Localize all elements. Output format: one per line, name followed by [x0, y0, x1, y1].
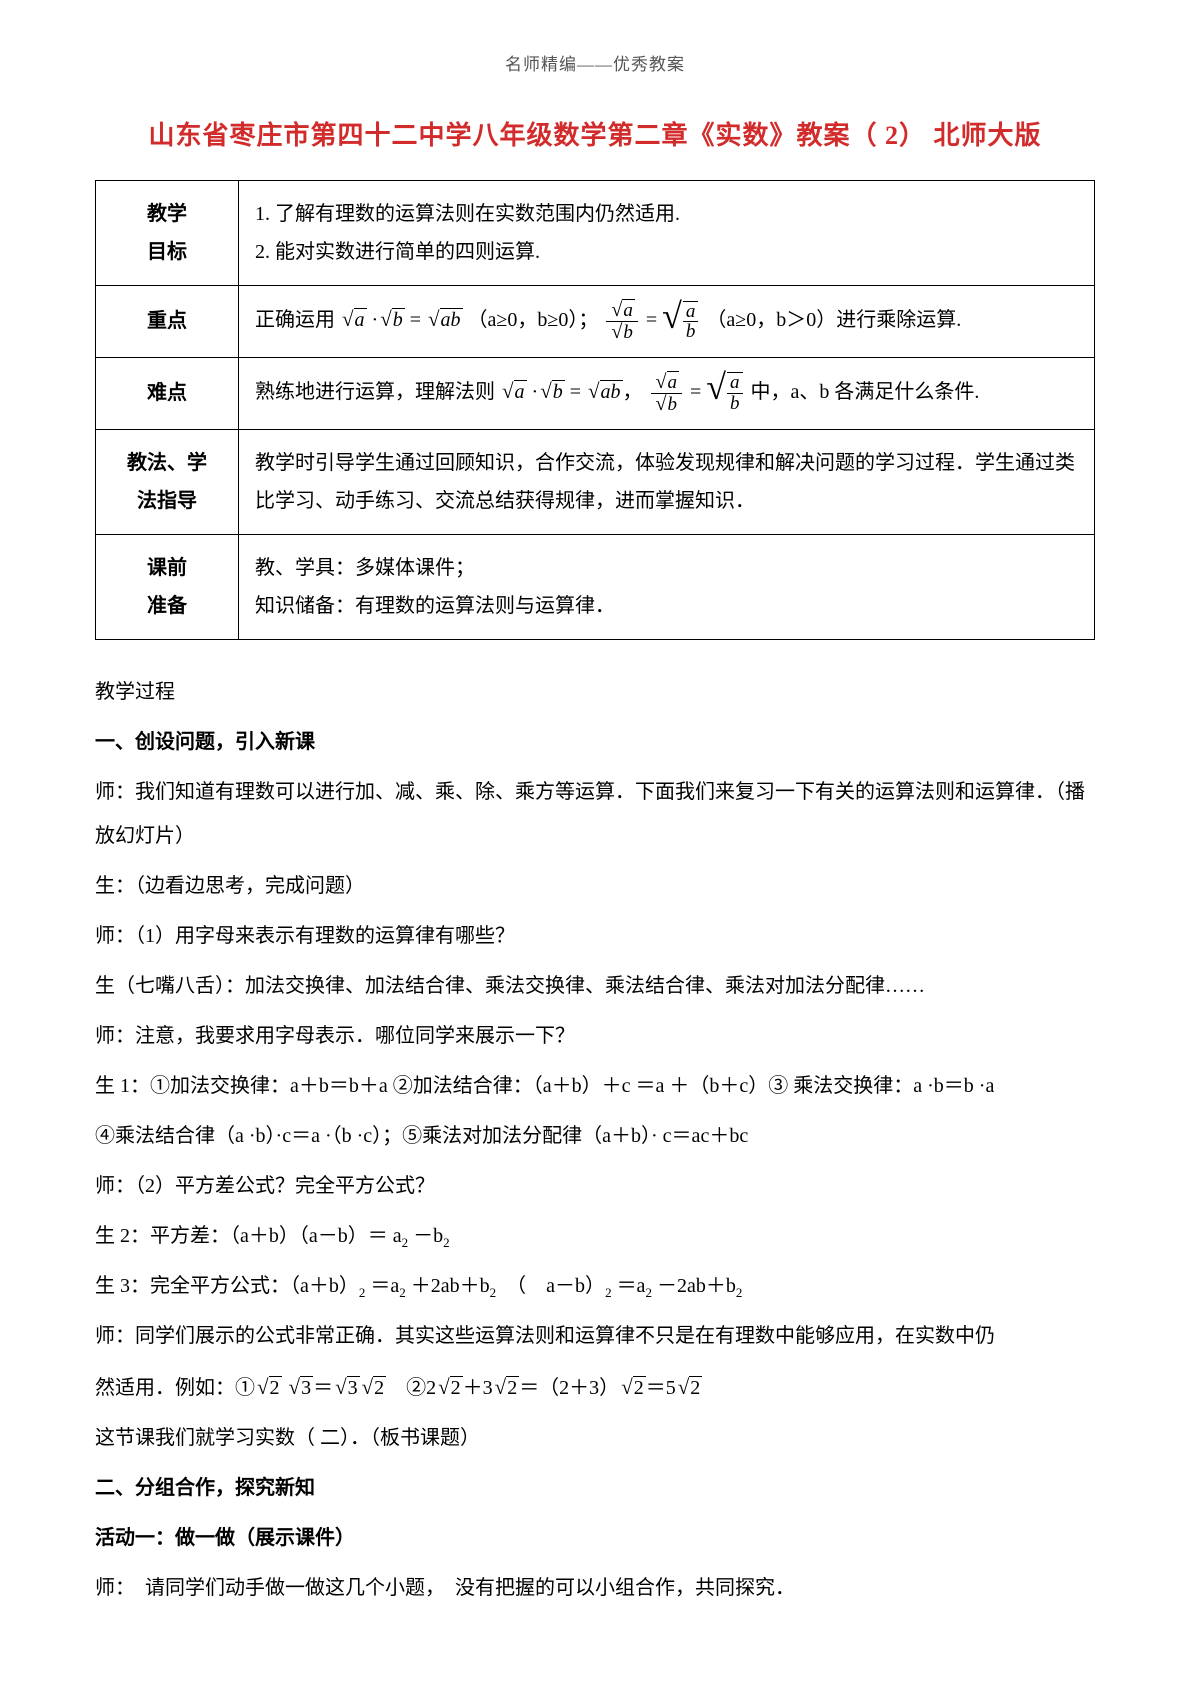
table-row: 课前准备 教、学具：多媒体课件； 知识储备：有理数的运算法则与运算律． [96, 534, 1095, 639]
p12b: ＝ [313, 1377, 333, 1399]
sqrt2-e: 2 [619, 1364, 646, 1410]
key-mid1: （a≥0，b≥0）； [468, 309, 599, 331]
p10c: ＋2ab＋b [406, 1275, 490, 1297]
s1-p2: 生：（边看边思考，完成问题） [95, 864, 1095, 908]
page: 名师精编——优秀教案 山东省枣庄市第四十二中学八年级数学第二章《实数》教案（ 2… [0, 0, 1190, 1684]
cell-label-prep: 课前准备 [96, 534, 239, 639]
p9a: 生 2：平方差：（a＋b）（a－b）＝ a [95, 1225, 402, 1247]
prep-l1: 教、学具：多媒体课件； [255, 557, 475, 579]
s1-p3: 师：（1）用字母来表示有理数的运算律有哪些？ [95, 914, 1095, 958]
cell-goal: 1. 了解有理数的运算法则在实数范围内仍然适用. 2. 能对实数进行简单的四则运… [239, 181, 1095, 286]
s2f: 2 [736, 1285, 743, 1300]
sqrt2-c: 2 [436, 1364, 463, 1410]
cell-label-method: 教法、学法指导 [96, 429, 239, 534]
cell-method: 教学时引导学生通过回顾知识，合作交流，体验发现规律和解决问题的学习过程．学生通过… [239, 429, 1095, 534]
p12c: ②2 [386, 1377, 436, 1399]
sqrt-a: a [340, 300, 367, 340]
cell-label-goal: 教学目标 [96, 181, 239, 286]
key-pre: 正确运用 [255, 309, 340, 331]
s1-p7: ④乘法结合律（a ·b）·c＝a ·（b ·c）；⑤乘法对加法分配律（a＋b）·… [95, 1114, 1095, 1158]
goal-line1: 1. 了解有理数的运算法则在实数范围内仍然适用. [255, 203, 680, 225]
sqrt2-b: 2 [360, 1364, 387, 1410]
p10f: －2ab＋b [652, 1275, 736, 1297]
cell-diff: 熟练地进行运算，理解法则 a ·b = ab， ab = √ab 中，a、b 各… [239, 357, 1095, 429]
p12d: ＋3 [463, 1377, 493, 1399]
s1-p10: 生 3：完全平方公式：（a＋b）2 ＝a2 ＋2ab＋b2 （ a－b）2 ＝a… [95, 1264, 1095, 1308]
s2-p1: 师： 请同学们动手做一做这几个小题， 没有把握的可以小组合作，共同探究． [95, 1566, 1095, 1610]
s1-p8: 师：（2）平方差公式？完全平方公式？ [95, 1164, 1095, 1208]
cell-prep: 教、学具：多媒体课件； 知识储备：有理数的运算法则与运算律． [239, 534, 1095, 639]
table-row: 教法、学法指导 教学时引导学生通过回顾知识，合作交流，体验发现规律和解决问题的学… [96, 429, 1095, 534]
s1-p5: 师：注意，我要求用字母表示．哪位同学来展示一下？ [95, 1014, 1095, 1058]
frac-sqrt2: ab [651, 372, 682, 415]
process-label: 教学过程 [95, 670, 1095, 714]
key-mid2: （a≥0，b＞0）进行乘除运算. [706, 309, 961, 331]
section2-heading: 二、分组合作，探究新知 [95, 1466, 1095, 1510]
sqrt2-a: 2 [255, 1364, 282, 1410]
prep-l2: 知识储备：有理数的运算法则与运算律． [255, 595, 615, 617]
s1-p11: 师：同学们展示的公式非常正确．其实这些运算法则和运算律不只是在有理数中能够应用，… [95, 1314, 1095, 1358]
table-row: 难点 熟练地进行运算，理解法则 a ·b = ab， ab = √ab 中，a、… [96, 357, 1095, 429]
section2-sub: 活动一：做一做（展示课件） [95, 1516, 1095, 1560]
sqrt-b2: b [538, 372, 565, 412]
table-row: 重点 正确运用 a ·b = ab （a≥0，b≥0）； ab = √ab （a… [96, 286, 1095, 358]
s1-p13: 这节课我们就学习实数（ 二）．（板书课题） [95, 1416, 1095, 1460]
sqrt-a2: a [500, 372, 527, 412]
s1-p9: 生 2：平方差：（a＋b）（a－b）＝ a2 －b2 [95, 1214, 1095, 1258]
sqrt3-b: 3 [333, 1364, 360, 1410]
sub2b: 2 [443, 1235, 450, 1250]
section1-heading: 一、创设问题，引入新课 [95, 720, 1095, 764]
frac-sqrt: ab [606, 300, 637, 343]
sqrt-b: b [378, 300, 405, 340]
doc-title: 山东省枣庄市第四十二中学八年级数学第二章《实数》教案（ 2） 北师大版 [95, 115, 1095, 152]
s1-p1: 师：我们知道有理数可以进行加、减、乘、除、乘方等运算．下面我们来复习一下有关的运… [95, 770, 1095, 858]
sqrt-of-frac: √ab [662, 301, 701, 343]
cell-label-key: 重点 [96, 286, 239, 358]
s1-p12: 然适用．例如：①2 3＝32 ②22＋32＝（2＋3）2＝52 [95, 1364, 1095, 1410]
p10d: （ a－b） [496, 1275, 605, 1297]
p12f: ＝5 [646, 1377, 676, 1399]
s1-p4: 生（七嘴八舌）：加法交换律、加法结合律、乘法交换律、乘法结合律、乘法对加法分配律… [95, 964, 1095, 1008]
p9b: －b [408, 1225, 443, 1247]
diff-pre: 熟练地进行运算，理解法则 [255, 381, 500, 403]
p12e: ＝（2＋3） [519, 1377, 619, 1399]
s1-p6: 生 1：①加法交换律：a＋b＝b＋a ②加法结合律：（a＋b）＋c ＝a ＋（b… [95, 1064, 1095, 1108]
body-text: 教学过程 一、创设问题，引入新课 师：我们知道有理数可以进行加、减、乘、除、乘方… [95, 670, 1095, 1610]
info-table: 教学目标 1. 了解有理数的运算法则在实数范围内仍然适用. 2. 能对实数进行简… [95, 180, 1095, 640]
p12a: 然适用．例如：① [95, 1377, 255, 1399]
cell-key: 正确运用 a ·b = ab （a≥0，b≥0）； ab = √ab （a≥0，… [239, 286, 1095, 358]
diff-mid: 中，a、b 各满足什么条件. [751, 381, 980, 403]
sqrt2-f: 2 [676, 1364, 703, 1410]
p10a: 生 3：完全平方公式：（a＋b） [95, 1275, 359, 1297]
sqrt2-d: 2 [493, 1364, 520, 1410]
goal-line2: 2. 能对实数进行简单的四则运算. [255, 241, 540, 263]
p10b: ＝a [365, 1275, 399, 1297]
page-header: 名师精编——优秀教案 [95, 50, 1095, 75]
sqrt-of-frac2: √ab [706, 372, 745, 414]
cell-label-diff: 难点 [96, 357, 239, 429]
p10e: ＝a [612, 1275, 646, 1297]
sqrt3-a: 3 [287, 1364, 314, 1410]
table-row: 教学目标 1. 了解有理数的运算法则在实数范围内仍然适用. 2. 能对实数进行简… [96, 181, 1095, 286]
sqrt-ab2: ab [586, 372, 623, 412]
sqrt-ab: ab [426, 300, 463, 340]
